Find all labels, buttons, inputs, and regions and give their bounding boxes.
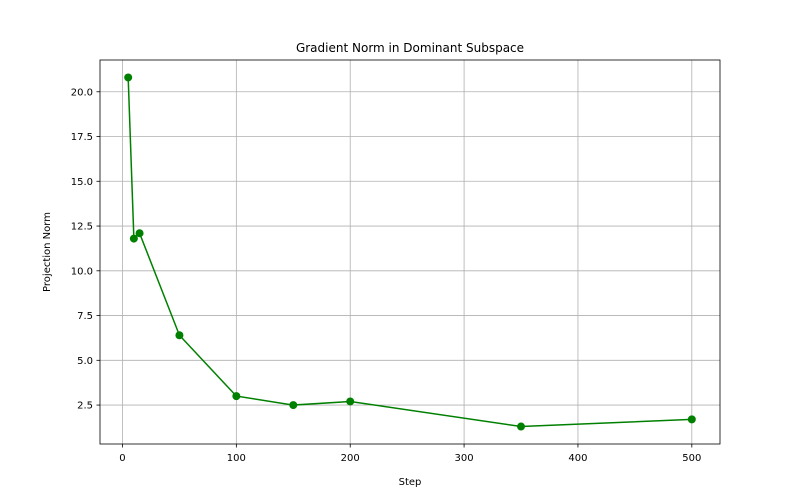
data-point — [289, 401, 298, 410]
data-point — [129, 234, 138, 243]
y-tick-label: 7.5 — [77, 311, 93, 322]
x-tick-label: 200 — [341, 453, 360, 464]
x-tick-label: 0 — [119, 453, 125, 464]
y-axis-ticks: 2.5 5.0 7.5 10.0 12.5 15.0 17.5 20.0 — [71, 87, 100, 412]
y-tick-label: 20.0 — [71, 87, 93, 98]
grid — [100, 60, 720, 444]
x-axis-ticks: 0 100 200 300 400 500 — [119, 444, 701, 464]
plot-frame — [99, 59, 721, 445]
series-layer — [124, 73, 696, 431]
x-tick-label: 100 — [227, 453, 246, 464]
y-tick-label: 15.0 — [71, 177, 93, 188]
data-point — [124, 73, 133, 82]
y-axis-label: Projection Norm — [42, 212, 53, 292]
x-tick-label: 300 — [455, 453, 474, 464]
data-point — [346, 397, 355, 406]
y-tick-label: 2.5 — [77, 401, 93, 412]
data-point — [232, 392, 241, 401]
y-tick-label: 10.0 — [71, 266, 93, 277]
chart-title: Gradient Norm in Dominant Subspace — [296, 41, 524, 55]
y-tick-label: 12.5 — [71, 222, 93, 233]
data-point — [517, 422, 526, 431]
x-tick-label: 500 — [682, 453, 701, 464]
y-tick-label: 5.0 — [77, 356, 93, 367]
data-point — [687, 415, 696, 424]
series-line — [127, 77, 692, 428]
y-tick-label: 17.5 — [71, 132, 93, 143]
data-point — [175, 331, 184, 340]
x-tick-label: 400 — [568, 453, 587, 464]
data-point — [135, 229, 144, 238]
x-axis-label: Step — [399, 477, 422, 488]
